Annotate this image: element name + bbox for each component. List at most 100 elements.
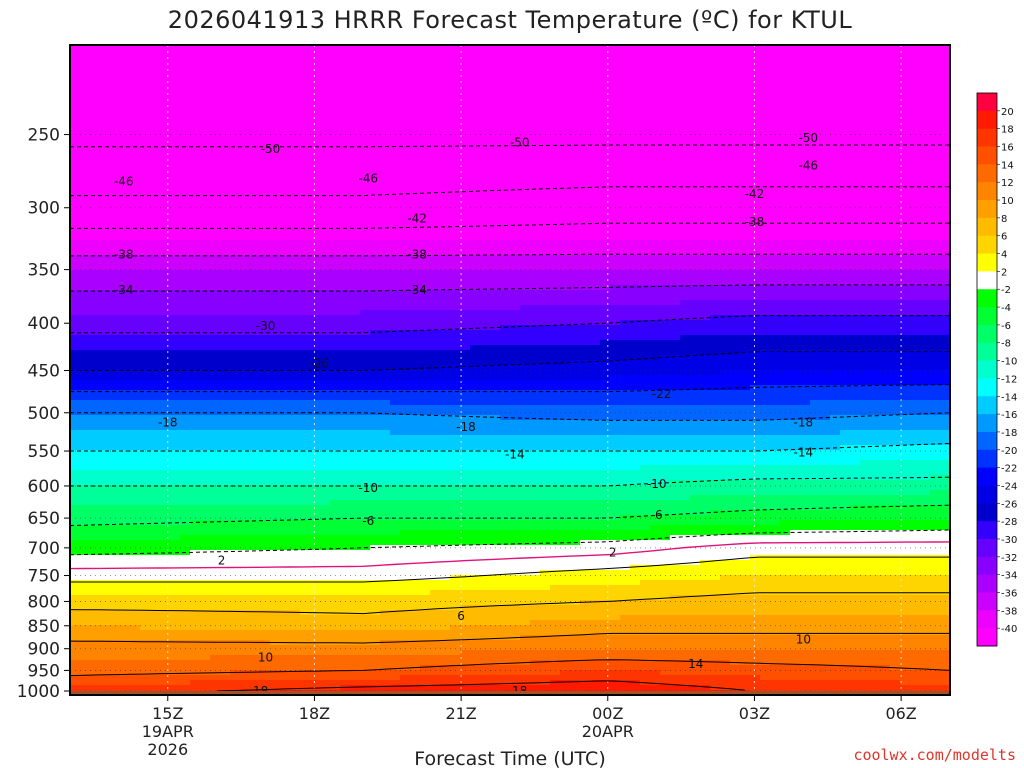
temperature-cell [190,95,201,101]
temperature-cell [560,305,571,311]
temperature-cell [220,160,231,166]
temperature-cell [670,50,681,56]
temperature-cell [830,180,841,186]
temperature-cell [890,155,901,161]
temperature-cell [490,120,501,126]
temperature-cell [510,235,521,241]
temperature-cell [590,130,601,136]
temperature-cell [610,60,621,66]
temperature-cell [80,240,91,246]
temperature-cell [610,80,621,86]
temperature-cell [470,195,481,201]
temperature-cell [730,265,741,271]
temperature-cell [600,130,611,136]
temperature-cell [370,190,381,196]
temperature-cell [820,55,831,61]
temperature-cell [130,45,141,51]
temperature-cell [520,240,531,246]
temperature-cell [350,215,361,221]
temperature-cell [680,255,691,261]
temperature-cell [890,165,901,171]
temperature-cell [690,115,701,121]
temperature-cell [410,210,421,216]
temperature-cell [640,270,651,276]
temperature-cell [340,120,351,126]
temperature-cell [280,260,291,266]
temperature-cell [870,125,881,131]
temperature-cell [100,195,111,201]
temperature-cell [300,105,311,111]
temperature-cell [620,80,631,86]
temperature-cell [410,285,421,291]
temperature-cell [610,85,621,91]
temperature-cell [550,305,561,311]
temperature-cell [400,265,411,271]
temperature-cell [750,300,761,306]
temperature-cell [710,75,721,81]
temperature-cell [770,155,781,161]
temperature-cell [340,140,351,146]
temperature-cell [900,135,911,141]
temperature-cell [210,220,221,226]
temperature-cell [700,240,711,246]
temperature-cell [760,265,771,271]
temperature-cell [720,130,731,136]
temperature-cell [490,145,501,151]
temperature-cell [620,200,631,206]
temperature-cell [70,275,81,281]
temperature-cell [630,270,641,276]
temperature-cell [500,45,511,51]
temperature-cell [150,120,161,126]
temperature-cell [760,190,771,196]
temperature-cell [290,195,301,201]
temperature-cell [600,240,611,246]
temperature-cell [560,295,571,301]
temperature-cell [660,195,671,201]
temperature-cell [390,300,401,306]
temperature-cell [90,325,101,331]
temperature-cell [570,300,581,306]
temperature-cell [400,70,411,76]
temperature-cell [530,155,541,161]
temperature-cell [700,100,711,106]
temperature-cell [910,215,921,221]
temperature-cell [350,45,361,51]
temperature-cell [560,60,571,66]
temperature-cell [640,320,651,326]
temperature-cell [870,180,881,186]
temperature-cell [140,310,151,316]
temperature-cell [220,305,231,311]
temperature-cell [850,80,861,86]
temperature-cell [330,180,341,186]
temperature-cell [440,70,451,76]
temperature-cell [220,195,231,201]
temperature-cell [380,215,391,221]
temperature-cell [930,240,941,246]
temperature-cell [720,50,731,56]
temperature-cell [150,235,161,241]
temperature-cell [350,190,361,196]
temperature-cell [270,290,281,296]
temperature-cell [800,210,811,216]
temperature-cell [610,325,621,331]
temperature-cell [660,255,671,261]
temperature-cell [240,130,251,136]
temperature-cell [340,300,351,306]
temperature-cell [390,275,401,281]
temperature-cell [300,225,311,231]
temperature-cell [470,255,481,261]
temperature-cell [500,180,511,186]
temperature-cell [190,315,201,321]
temperature-cell [370,120,381,126]
temperature-cell [790,100,801,106]
temperature-cell [760,270,771,276]
temperature-cell [870,130,881,136]
temperature-cell [810,185,821,191]
temperature-cell [350,105,361,111]
temperature-cell [210,240,221,246]
temperature-cell [770,200,781,206]
temperature-cell [610,280,621,286]
temperature-cell [430,150,441,156]
temperature-cell [310,125,321,131]
temperature-cell [550,145,561,151]
